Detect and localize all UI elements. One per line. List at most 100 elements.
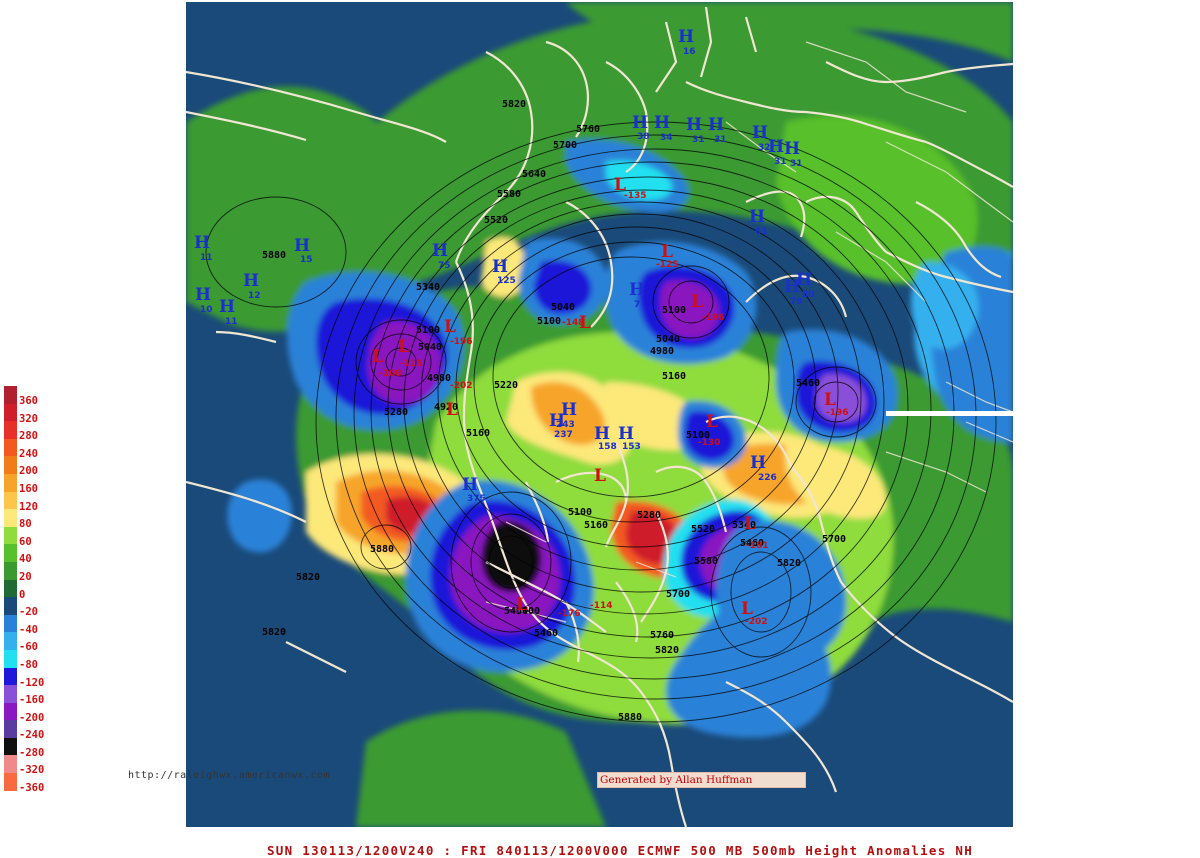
legend-swatch xyxy=(4,614,17,633)
svg-text:H: H xyxy=(629,280,645,300)
contour-label: 5460 xyxy=(504,606,528,617)
high-center: H31 xyxy=(686,115,705,145)
svg-text:31: 31 xyxy=(774,157,787,167)
contour-label: 5100 xyxy=(416,325,440,336)
svg-text:L: L xyxy=(741,599,753,619)
legend-label: -320 xyxy=(19,764,45,777)
legend-row: 360 xyxy=(4,386,64,407)
legend-label: -20 xyxy=(19,606,38,619)
svg-text:-181: -181 xyxy=(746,541,769,551)
svg-text:H: H xyxy=(432,241,448,261)
contour-label: 5400 xyxy=(516,606,540,617)
svg-text:158: 158 xyxy=(598,442,617,452)
contour-label: 5100 xyxy=(662,305,686,316)
svg-text:H: H xyxy=(654,113,670,133)
contour-label: 5100 xyxy=(686,430,710,441)
contour-label: 5040 xyxy=(418,342,442,353)
svg-text:L: L xyxy=(594,466,606,486)
legend-row: 80 xyxy=(4,509,64,530)
svg-text:15: 15 xyxy=(300,255,313,265)
legend-swatch xyxy=(4,579,17,598)
legend-label: 120 xyxy=(19,500,38,513)
high-center: H7 xyxy=(629,280,645,310)
contour-label: 5040 xyxy=(551,302,575,313)
legend-swatch xyxy=(4,702,17,721)
svg-text:-196: -196 xyxy=(826,408,849,418)
contour-label: 5520 xyxy=(691,524,715,535)
high-center: H16 xyxy=(678,27,696,57)
legend-swatch xyxy=(4,386,17,404)
svg-text:L: L xyxy=(446,400,458,420)
legend-swatch xyxy=(4,509,17,527)
contour-label: 5880 xyxy=(370,544,394,555)
legend-swatch xyxy=(4,737,17,756)
legend-swatch xyxy=(4,755,17,774)
contour-label: 5820 xyxy=(655,645,679,656)
high-center: H10 xyxy=(195,285,213,315)
anomaly-field xyxy=(186,2,1013,827)
svg-text:11: 11 xyxy=(200,253,213,263)
legend-swatch xyxy=(4,597,17,615)
svg-text:16: 16 xyxy=(683,47,696,57)
svg-text:-148: -148 xyxy=(562,318,585,328)
legend-row: 120 xyxy=(4,491,64,513)
svg-text:-108: -108 xyxy=(379,369,402,379)
legend-row: -120 xyxy=(4,667,64,689)
svg-text:79: 79 xyxy=(790,297,803,307)
svg-text:L: L xyxy=(398,337,410,357)
high-center: H31 xyxy=(708,115,727,145)
contour-label: 5520 xyxy=(484,215,508,226)
legend-row: -280 xyxy=(4,737,64,759)
svg-text:H: H xyxy=(549,411,565,431)
low-center: L -115 xyxy=(398,337,423,369)
legend-label: 200 xyxy=(19,465,38,478)
low-center: L -108 xyxy=(372,347,402,379)
legend-swatch xyxy=(4,526,17,545)
low-center: L -176 xyxy=(516,595,581,619)
svg-text:H: H xyxy=(784,139,800,159)
contour-label: 5040 xyxy=(656,334,680,345)
high-center: H61 xyxy=(749,207,768,237)
contour-label: 4980 xyxy=(427,373,451,384)
contour-label: 5820 xyxy=(502,99,526,110)
contour-label: 5820 xyxy=(262,627,286,638)
svg-text:L: L xyxy=(824,390,836,410)
high-center: H79 xyxy=(784,277,803,307)
svg-text:226: 226 xyxy=(758,473,777,483)
contour-label: 5340 xyxy=(732,520,756,531)
svg-text:L: L xyxy=(444,317,456,337)
legend-row: 20 xyxy=(4,561,64,583)
legend-swatch xyxy=(4,544,17,562)
credit-label: Generated by Allan Huffman xyxy=(597,772,806,788)
contour-label: 4920 xyxy=(434,402,458,413)
low-center: L -181 xyxy=(744,514,769,551)
contour-label: 5700 xyxy=(553,140,577,151)
svg-text:7: 7 xyxy=(634,300,640,310)
legend-row: 280 xyxy=(4,421,64,442)
legend-row: -80 xyxy=(4,649,64,671)
svg-text:H: H xyxy=(219,297,235,317)
legend-row: 200 xyxy=(4,456,64,478)
legend-row: 60 xyxy=(4,526,64,548)
map-area: 5820 5760 5700 5640 5580 5520 5340 5280 … xyxy=(186,2,1013,827)
svg-text:80: 80 xyxy=(802,290,815,300)
contour-label: 5460 xyxy=(740,538,764,549)
svg-text:125: 125 xyxy=(497,276,516,286)
contour-label: 5880 xyxy=(262,250,286,261)
contour-label: 5280 xyxy=(637,510,661,521)
meridian-marker xyxy=(886,411,1013,416)
svg-text:34: 34 xyxy=(660,133,673,143)
legend-label: 60 xyxy=(19,535,32,548)
svg-text:-202: -202 xyxy=(745,617,768,627)
low-center: L-196 xyxy=(444,317,473,347)
svg-text:153: 153 xyxy=(622,442,641,452)
legend-swatch xyxy=(4,438,17,457)
svg-text:32: 32 xyxy=(758,143,771,153)
low-center: L-148 xyxy=(562,313,591,333)
low-center: L -202 xyxy=(446,381,473,420)
svg-text:75: 75 xyxy=(438,261,451,271)
svg-text:31: 31 xyxy=(790,159,803,169)
